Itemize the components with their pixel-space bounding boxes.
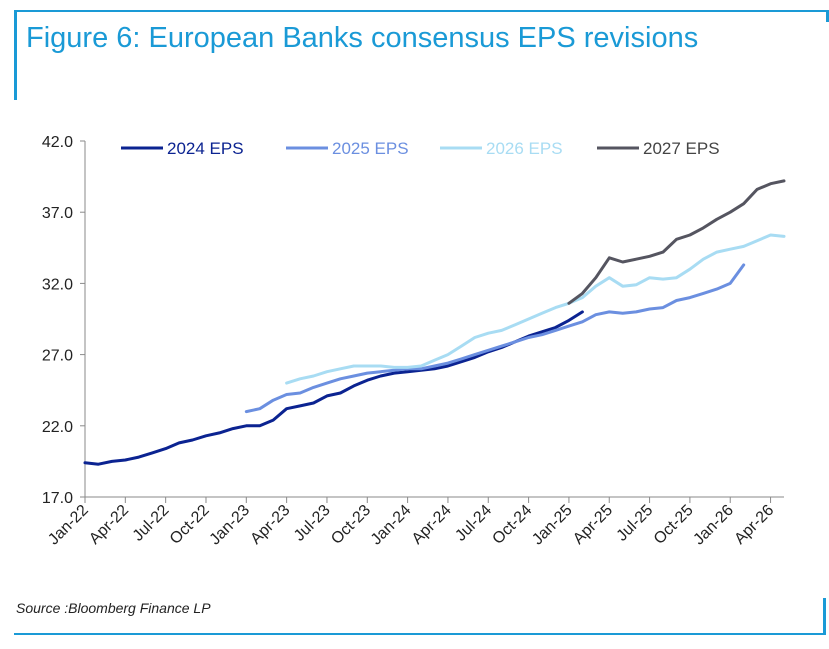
series-line-2027-eps <box>567 179 786 305</box>
chart-title: Figure 6: European Banks consensus EPS r… <box>26 22 699 54</box>
x-tick-label: Oct-25 <box>651 502 697 548</box>
y-tick-label: 17.0 <box>42 490 73 507</box>
legend-label: 2025 EPS <box>332 139 409 158</box>
frame-accent-left <box>14 10 17 100</box>
x-tick-label: Apr-22 <box>86 502 132 548</box>
legend-label: 2027 EPS <box>643 139 720 158</box>
y-tick-label: 42.0 <box>42 134 73 151</box>
x-tick-label: Jul-24 <box>452 502 495 545</box>
x-tick-label: Jul-22 <box>130 502 173 545</box>
y-tick-label: 32.0 <box>42 276 73 293</box>
series-line-2024-eps <box>83 310 584 466</box>
frame-accent-bottom-right <box>823 598 826 635</box>
y-tick-label: 27.0 <box>42 348 73 365</box>
x-tick-label: Jan-26 <box>690 502 737 549</box>
series-line-2026-eps <box>285 233 786 385</box>
x-tick-label: Apr-25 <box>570 502 616 548</box>
y-tick-label: 37.0 <box>42 205 73 222</box>
frame-accent-bottom <box>14 633 825 635</box>
frame-accent-top <box>14 10 829 12</box>
x-tick-label: Jan-24 <box>368 502 415 549</box>
source-note: Source :Bloomberg Finance LP <box>16 600 211 616</box>
x-tick-label: Jul-25 <box>614 502 657 545</box>
x-tick-label: Jan-23 <box>207 502 254 549</box>
y-tick-label: 22.0 <box>42 419 73 436</box>
x-tick-label: Jan-25 <box>529 502 576 549</box>
legend-label: 2024 EPS <box>167 139 244 158</box>
x-tick-label: Oct-24 <box>489 502 535 548</box>
x-tick-label: Jan-22 <box>45 502 92 549</box>
x-tick-label: Apr-24 <box>409 502 455 548</box>
frame-accent-top-right <box>826 10 829 22</box>
x-tick-label: Oct-23 <box>328 502 374 548</box>
x-tick-label: Oct-22 <box>167 502 213 548</box>
series-line-2025-eps <box>244 263 746 414</box>
x-tick-label: Jul-23 <box>291 502 334 545</box>
x-tick-label: Apr-23 <box>247 502 293 548</box>
legend-label: 2026 EPS <box>486 139 563 158</box>
x-tick-label: Apr-26 <box>731 502 777 548</box>
line-chart: 17.022.027.032.037.042.0Jan-22Apr-22Jul-… <box>42 134 786 549</box>
